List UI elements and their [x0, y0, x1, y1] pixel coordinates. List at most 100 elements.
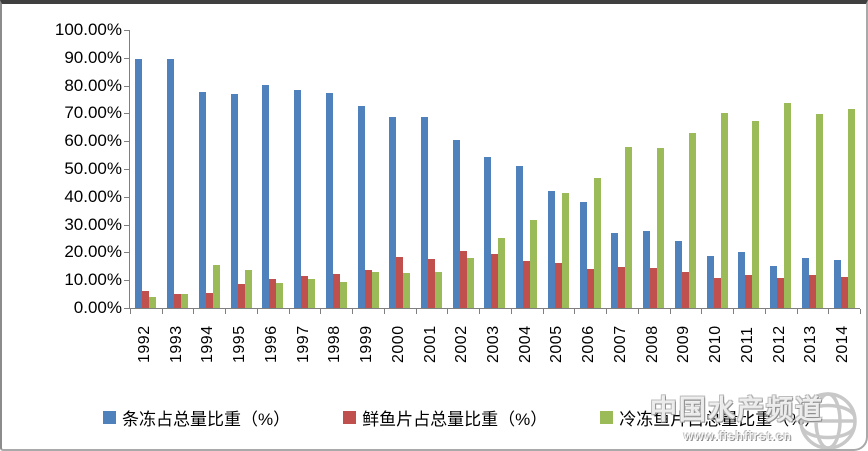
legend-item-3: 冷冻鱼片占总量比重（%）	[600, 405, 821, 430]
x-tick-mark	[161, 309, 163, 314]
x-tick-mark	[828, 309, 830, 314]
bar-series1-2007	[611, 232, 619, 308]
bar-series3-2005	[561, 193, 569, 308]
bar-series1-2000	[389, 116, 397, 308]
x-tick-label-1993: 1993	[167, 325, 185, 363]
x-tick-label-2010: 2010	[707, 325, 725, 363]
x-tick-label-2009: 2009	[675, 325, 693, 363]
y-tick-label: 90.00%	[64, 47, 122, 67]
y-tick-mark	[124, 30, 130, 31]
x-tick-label-1997: 1997	[294, 325, 312, 363]
bar-series1-1997	[294, 90, 302, 308]
x-tick-label-2012: 2012	[770, 325, 788, 363]
x-tick-label-2005: 2005	[548, 325, 566, 363]
x-tick-mark	[383, 309, 385, 314]
bar-series3-2009	[688, 132, 696, 308]
bar-group-2001	[416, 30, 448, 308]
bar-series2-2005	[554, 262, 562, 308]
bar-group-1993	[162, 30, 194, 308]
x-tick-label-2007: 2007	[611, 325, 629, 363]
bar-group-1999	[352, 30, 384, 308]
bar-group-2008	[638, 30, 670, 308]
bar-group-2009	[669, 30, 701, 308]
bar-group-2005	[543, 30, 575, 308]
legend-item-1: 条冻占总量比重（%）	[103, 405, 290, 430]
x-tick-mark	[225, 309, 227, 314]
bar-series2-1994	[205, 292, 213, 308]
bar-series3-1994	[212, 264, 220, 308]
x-tick-label-2013: 2013	[802, 325, 820, 363]
bar-group-2007	[606, 30, 638, 308]
x-tick-label-1995: 1995	[231, 325, 249, 363]
bar-series2-2003	[491, 253, 499, 308]
y-tick-label: 20.00%	[64, 242, 122, 262]
x-axis-ticks	[130, 309, 861, 314]
y-tick-mark	[124, 196, 130, 198]
bar-series3-2007	[625, 146, 633, 308]
y-tick-mark	[124, 113, 130, 115]
bar-series1-1992	[135, 59, 143, 308]
bar-series2-2002	[459, 250, 467, 308]
bar-series2-2001	[427, 258, 435, 308]
x-tick-label-1996: 1996	[262, 325, 280, 363]
bar-group-2004	[511, 30, 543, 308]
x-axis-labels: 1992 1993 1994 1995 1996 1997 1998 1999 2000 2001…	[129, 312, 859, 382]
bar-group-2013	[796, 30, 828, 308]
x-tick-mark	[637, 309, 639, 314]
bar-series1-2009	[674, 241, 682, 308]
y-tick-mark	[124, 85, 130, 87]
x-tick-mark	[701, 309, 703, 314]
bar-series2-1995	[237, 283, 245, 308]
bar-series2-2011	[745, 274, 753, 308]
legend-label: 冷冻鱼片占总量比重（%）	[619, 410, 822, 429]
x-tick-mark	[193, 309, 195, 314]
bar-series3-2003	[498, 237, 506, 308]
x-tick-label-2000: 2000	[389, 325, 407, 363]
x-tick-label-2014: 2014	[834, 325, 852, 363]
x-tick-mark	[320, 309, 322, 314]
bar-series3-2014	[847, 109, 855, 308]
bar-series3-2012	[784, 103, 792, 308]
y-tick-label: 60.00%	[64, 131, 122, 151]
y-tick-label: 30.00%	[64, 214, 122, 234]
bar-series2-1993	[174, 294, 182, 308]
bar-series3-1995	[244, 270, 252, 308]
bar-group-2012	[765, 30, 797, 308]
bar-series1-1999	[357, 105, 365, 308]
y-tick-mark	[124, 308, 130, 309]
bar-series2-2009	[681, 272, 689, 308]
bar-series3-2011	[752, 121, 760, 308]
bar-series2-2012	[777, 277, 785, 308]
y-tick-label: 100.00%	[54, 20, 122, 39]
x-tick-mark	[288, 309, 290, 314]
bar-series1-2010	[706, 256, 714, 308]
bar-series2-1998	[332, 273, 340, 308]
bar-series-container	[130, 30, 860, 308]
bar-series1-2002	[452, 139, 460, 308]
y-tick-mark	[124, 57, 130, 59]
y-tick-label: 0.00%	[73, 298, 122, 317]
bar-group-2011	[733, 30, 765, 308]
bar-series2-2010	[713, 277, 721, 308]
x-tick-mark	[860, 309, 861, 314]
x-tick-label-2003: 2003	[485, 325, 502, 363]
y-tick-label: 10.00%	[64, 270, 122, 290]
bar-series3-1998	[339, 281, 347, 308]
bar-group-2014	[828, 30, 860, 308]
y-tick-label: 40.00%	[64, 186, 122, 206]
bar-series2-1997	[301, 276, 309, 308]
bar-group-2002	[447, 30, 479, 308]
bar-series1-2012	[770, 266, 778, 308]
bar-series3-1993	[181, 294, 189, 308]
y-tick-label: 50.00%	[64, 159, 122, 178]
bar-group-2010	[701, 30, 733, 308]
bar-series1-1993	[167, 59, 175, 308]
y-tick-mark	[124, 141, 130, 143]
x-tick-mark	[130, 309, 131, 314]
bar-series1-1998	[325, 93, 333, 308]
x-tick-mark	[542, 309, 544, 314]
bar-series2-1996	[269, 278, 277, 308]
x-tick-label-1992: 1992	[135, 325, 153, 363]
x-tick-label-2001: 2001	[421, 325, 439, 363]
legend-swatch-icon	[600, 411, 614, 424]
